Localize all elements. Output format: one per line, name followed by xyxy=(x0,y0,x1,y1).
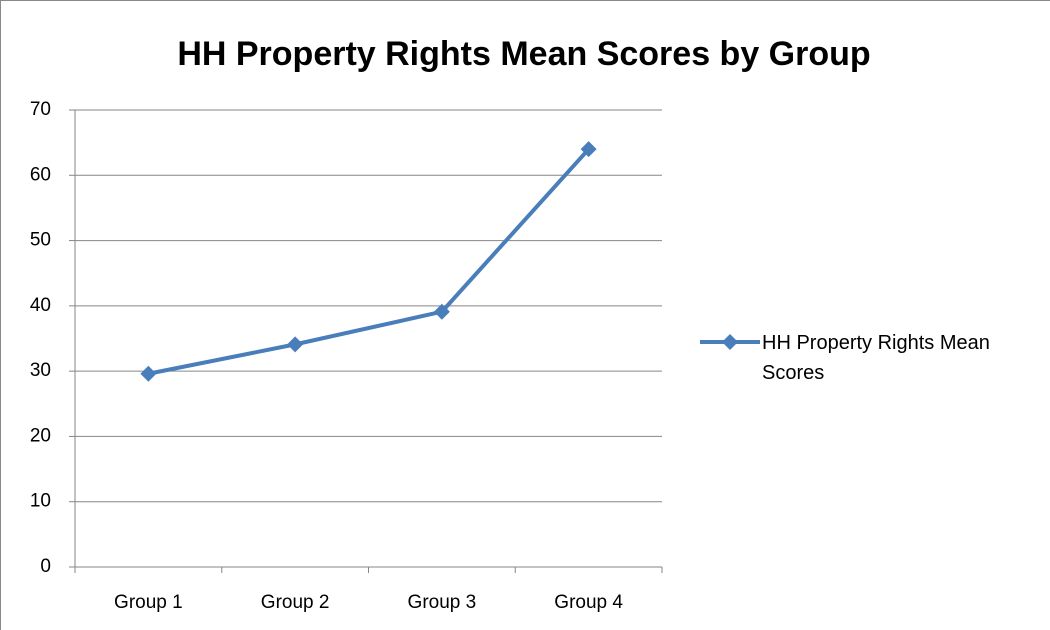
y-tick-label: 70 xyxy=(30,99,51,120)
y-tick-label: 10 xyxy=(30,491,51,512)
y-tick-label: 30 xyxy=(30,360,51,381)
y-tick-label: 40 xyxy=(30,295,51,316)
x-tick-label: Group 2 xyxy=(261,592,330,613)
series-line xyxy=(147,147,591,376)
y-tick-label: 0 xyxy=(40,556,51,577)
data-point xyxy=(580,141,597,158)
chart-title: HH Property Rights Mean Scores by Group xyxy=(177,35,870,73)
y-tick-label: 50 xyxy=(30,230,51,251)
data-point xyxy=(287,336,304,353)
legend-label: HH Property Rights Mean Scores xyxy=(762,332,990,384)
y-tick-label: 20 xyxy=(30,425,51,446)
x-tick-label: Group 4 xyxy=(554,592,623,613)
legend-marker xyxy=(722,334,738,350)
data-point xyxy=(433,303,450,320)
data-point xyxy=(140,365,157,382)
y-tick-label: 60 xyxy=(30,164,51,185)
x-tick-label: Group 3 xyxy=(408,592,477,613)
x-tick-label: Group 1 xyxy=(114,592,183,613)
